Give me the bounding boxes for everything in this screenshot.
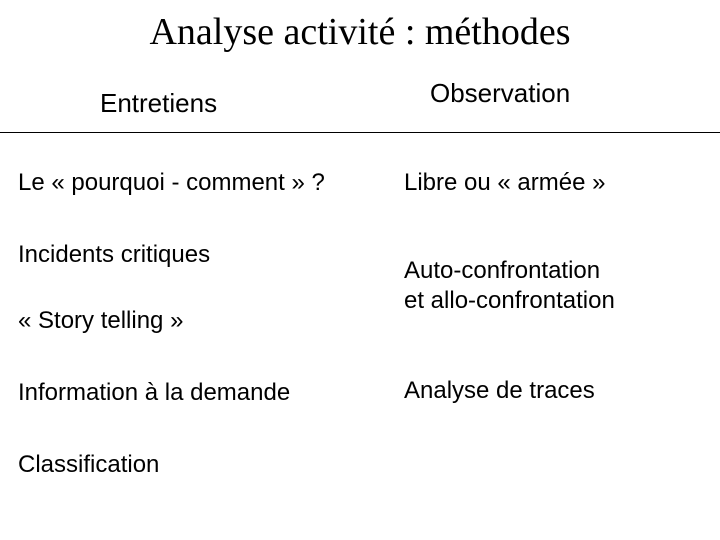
right-item: Analyse de traces	[404, 376, 595, 406]
horizontal-divider	[0, 132, 720, 133]
column-header-left: Entretiens	[100, 88, 217, 119]
left-item: Classification	[18, 450, 159, 480]
left-item: « Story telling »	[18, 306, 183, 336]
column-header-right: Observation	[430, 78, 570, 109]
slide: Analyse activité : méthodes Entretiens O…	[0, 0, 720, 540]
left-item: Incidents critiques	[18, 240, 210, 270]
left-item: Le « pourquoi - comment » ?	[18, 168, 325, 198]
left-item: Information à la demande	[18, 378, 290, 408]
slide-title: Analyse activité : méthodes	[0, 10, 720, 54]
right-item: Libre ou « armée »	[404, 168, 605, 198]
right-item: Auto-confrontation et allo-confrontation	[404, 256, 615, 316]
